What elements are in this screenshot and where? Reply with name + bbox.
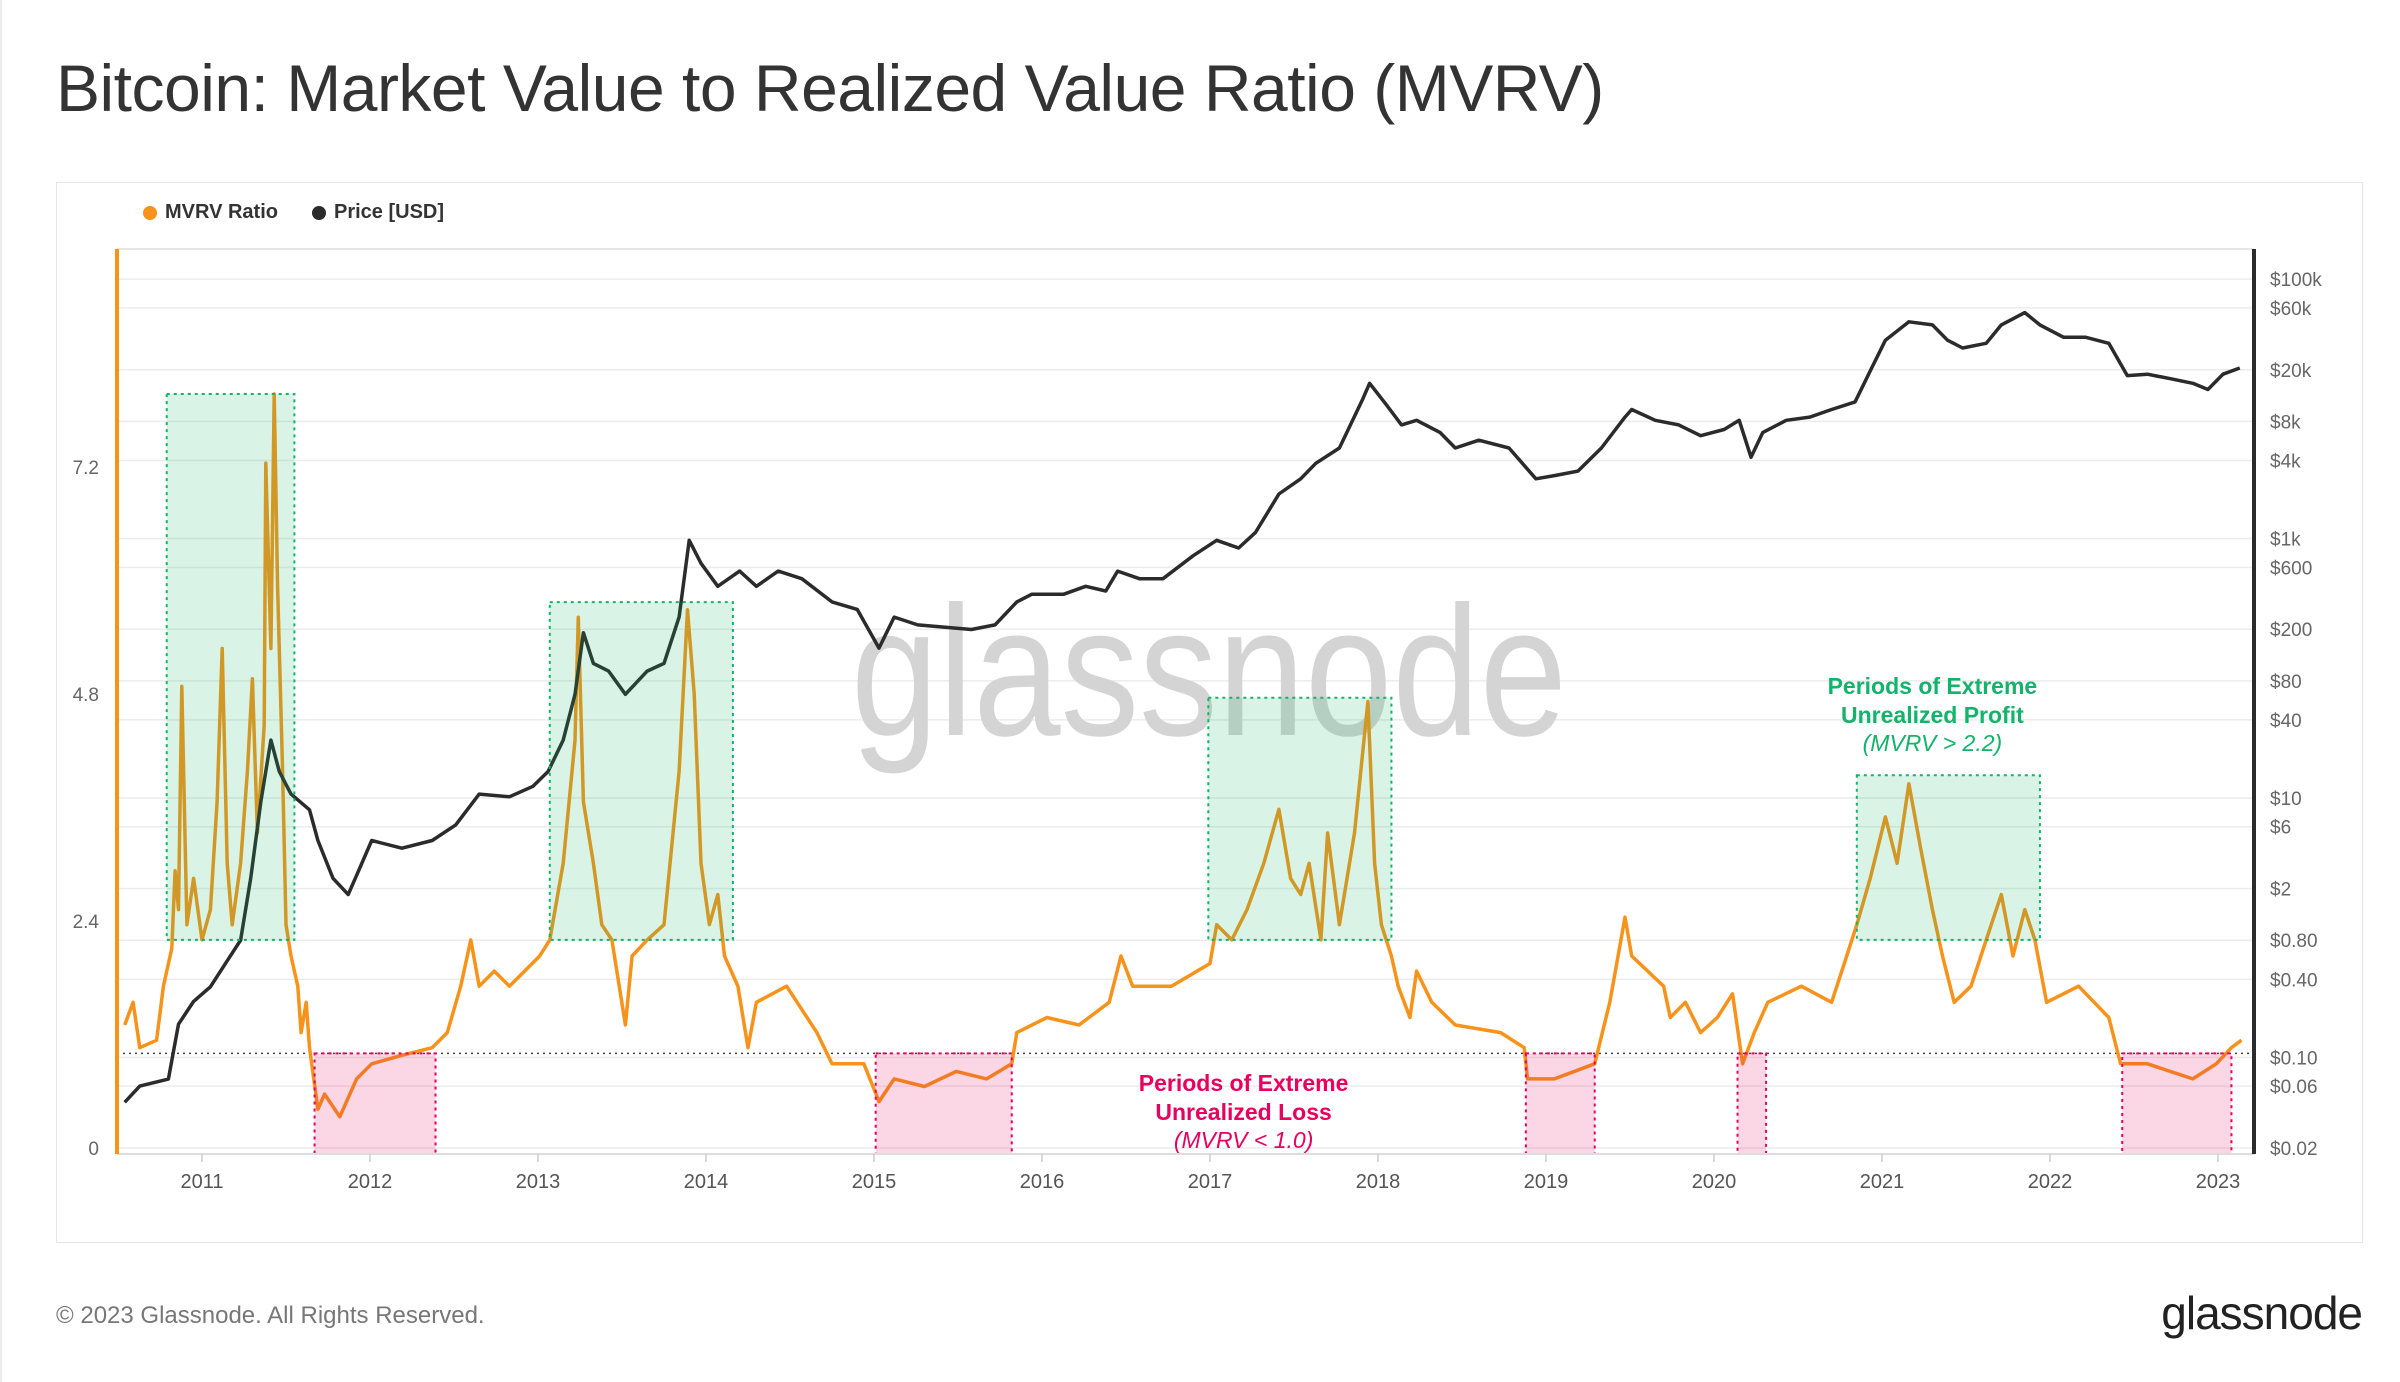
- profit-region: [165, 393, 296, 941]
- right-axis-tick-label: $20k: [2270, 361, 2312, 382]
- right-axis-tick-label: $40: [2270, 711, 2302, 732]
- right-axis-tick-label: $2: [2270, 880, 2291, 901]
- profit-region: [1207, 696, 1393, 941]
- loss-region: [313, 1052, 437, 1156]
- x-axis-tick-label: 2011: [180, 1171, 223, 1193]
- x-axis-tick-label: 2018: [1356, 1171, 1401, 1193]
- annotations: Periods of Extreme Unrealized Profit (MV…: [1139, 673, 2037, 1153]
- right-axis-tick-label: $80: [2270, 672, 2302, 693]
- copyright-text: © 2023 Glassnode. All Rights Reserved.: [56, 1302, 485, 1329]
- x-axis-tick-label: 2015: [852, 1171, 897, 1193]
- right-axis-tick-label: $6: [2270, 818, 2291, 839]
- glassnode-logo[interactable]: glassnode: [2161, 1287, 2363, 1339]
- loss-region: [1736, 1052, 1768, 1156]
- legend-dot-mvrv: [143, 205, 157, 220]
- legend-item-price[interactable]: Price [USD]: [311, 201, 445, 224]
- price-usd-line: [123, 310, 2241, 1104]
- loss-region: [874, 1052, 1013, 1156]
- x-axis-tick-label: 2013: [516, 1171, 561, 1193]
- left-axis-tick-label: 2.4: [73, 912, 100, 933]
- annotation-loss-line3: (MVRV < 1.0): [1174, 1127, 1314, 1153]
- left-axis-tick-label: 4.8: [73, 685, 99, 706]
- right-axis-tick-label: $0.40: [2270, 970, 2318, 991]
- annotation-loss-line1: Periods of Extreme: [1139, 1070, 1349, 1096]
- chart-legend: MVRV Ratio Price [USD]: [143, 201, 444, 224]
- right-axis-tick-label: $60k: [2270, 299, 2312, 320]
- annotation-profit-line2: Unrealized Profit: [1841, 702, 2024, 728]
- x-axis-tick-label: 2021: [1860, 1171, 1905, 1193]
- left-axis-tick-label: 7.2: [73, 458, 99, 479]
- x-axis-tick-label: 2016: [1020, 1171, 1065, 1193]
- right-axis-tick-label: $0.06: [2270, 1077, 2318, 1098]
- right-axis-tick-label: $4k: [2270, 451, 2301, 472]
- annotation-profit-line1: Periods of Extreme: [1828, 673, 2038, 699]
- annotation-profit-line3: (MVRV > 2.2): [1863, 730, 2003, 756]
- x-axis-tick-label: 2012: [348, 1171, 393, 1193]
- gridlines: [117, 248, 2254, 1149]
- right-axis-tick-label: $600: [2270, 558, 2312, 579]
- highlight-regions: [165, 393, 2233, 1156]
- right-axis-tick-label: $10: [2270, 789, 2302, 810]
- x-axis-tick-label: 2017: [1188, 1171, 1233, 1193]
- profit-region: [1855, 774, 2041, 941]
- legend-item-mvrv[interactable]: MVRV Ratio: [143, 201, 278, 224]
- right-axis-tick-label: $8k: [2270, 412, 2301, 433]
- x-axis-tick-label: 2022: [2028, 1171, 2073, 1193]
- legend-label-mvrv: MVRV Ratio: [165, 201, 278, 223]
- legend-dot-price: [311, 205, 326, 220]
- right-axis-tick-label: $1k: [2270, 530, 2301, 551]
- profit-region: [548, 601, 734, 941]
- left-axis-tick-label: 0: [88, 1139, 99, 1160]
- right-axis-tick-label: $100k: [2270, 270, 2322, 291]
- right-axis-tick-label: $0.10: [2270, 1048, 2318, 1069]
- axes: $100k $60k $20k $8k $4k $1k $600 $200 $80 $40 $10 $…: [73, 249, 2322, 1193]
- page-title: Bitcoin: Market Value to Realized Value …: [56, 51, 1604, 125]
- loss-region: [1524, 1052, 1596, 1156]
- series-lines: [117, 310, 2254, 1119]
- right-axis-tick-label: $0.80: [2270, 931, 2318, 952]
- annotation-loss-line2: Unrealized Loss: [1155, 1099, 1331, 1125]
- x-axis-tick-label: 2014: [684, 1171, 729, 1193]
- chart-card: [56, 182, 2363, 1243]
- x-axis-tick-label: 2023: [2196, 1171, 2241, 1193]
- legend-label-price: Price [USD]: [333, 201, 445, 223]
- x-axis-tick-label: 2019: [1524, 1171, 1569, 1193]
- loss-region: [2121, 1052, 2233, 1156]
- mvrv-ratio-line: [123, 392, 2243, 1119]
- right-axis-tick-label: $0.02: [2270, 1139, 2318, 1160]
- right-axis-tick-label: $200: [2270, 620, 2312, 641]
- x-axis-tick-label: 2020: [1692, 1171, 1737, 1193]
